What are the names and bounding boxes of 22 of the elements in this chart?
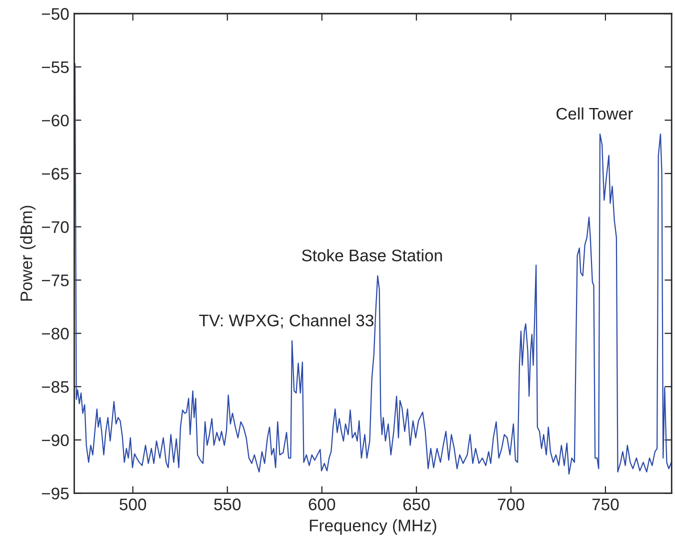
line-series [74,63,672,475]
x-tick-label: 700 [498,498,524,510]
y-axis-title: Power (dBm) [20,206,36,301]
annotation: TV: WPXG; Channel 33 [199,314,374,328]
y-tick-label: −75 [42,274,69,286]
y-tick-label: −60 [42,114,69,126]
y-tick-label: −85 [42,381,69,393]
y-tick-label: −80 [42,328,69,340]
annotation: Cell Tower [556,107,633,120]
x-tick-label: 750 [592,498,619,510]
annotation: Stoke Base Station [302,249,442,262]
y-tick-label: −65 [42,168,69,180]
x-axis-title: Frequency (MHz) [310,519,436,535]
y-tick-label: −95 [42,488,69,500]
y-tick-label: −70 [42,221,69,233]
x-tick-label: 650 [403,498,430,510]
x-tick-label: 600 [308,498,336,510]
y-tick-label: −55 [42,61,69,74]
x-tick-label: 550 [214,498,241,510]
x-tick-label: 500 [120,498,146,510]
y-tick-label: −90 [42,434,69,446]
y-tick-label: −50 [42,8,69,20]
